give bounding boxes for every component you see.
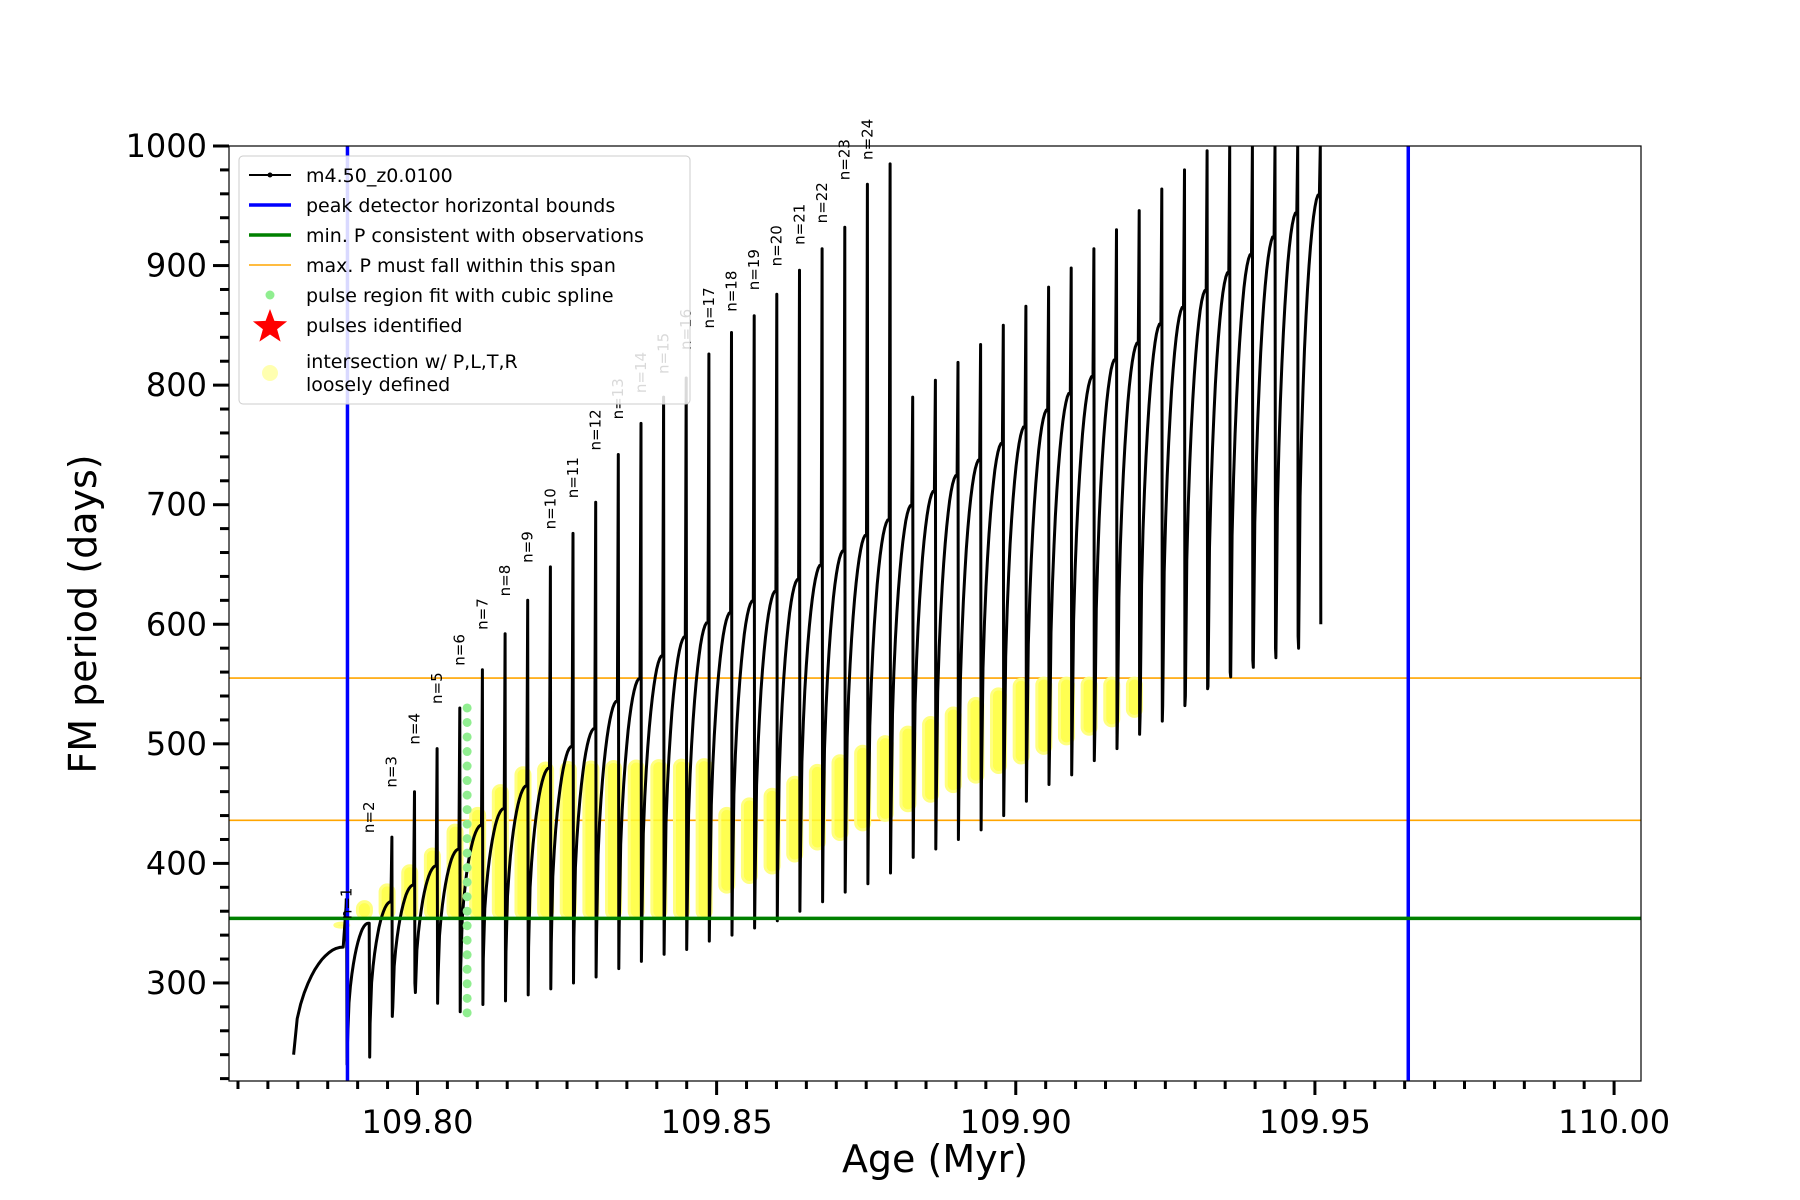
pulse-label-n1: n=1 xyxy=(337,888,355,920)
pulse-fit-point-17 xyxy=(462,776,472,786)
plot-area xyxy=(229,146,1641,1081)
legend-dot-swatch xyxy=(267,172,273,178)
pulse-fit-points xyxy=(462,703,472,1018)
legend-circle-swatch xyxy=(262,365,278,381)
pulse-fit-point-5 xyxy=(462,950,472,960)
pulse-fit-point-3 xyxy=(462,979,472,989)
series-line xyxy=(292,146,1323,1066)
pulse-fit-point-19 xyxy=(462,747,472,757)
y-tick-label-1: 300 xyxy=(146,964,207,1002)
pulse-label-n11: n=11 xyxy=(564,457,582,498)
x-tick-label-4: 109.95 xyxy=(1259,1103,1371,1141)
legend-item-6: pulses identified xyxy=(252,309,462,342)
pulse-label-n22: n=22 xyxy=(813,182,831,223)
pulse-label-n18: n=18 xyxy=(722,271,740,312)
pulse-fit-point-12 xyxy=(462,848,472,858)
pulse-fit-point-13 xyxy=(462,834,472,844)
legend-dot-swatch xyxy=(265,290,275,300)
pulse-label-n4: n=4 xyxy=(405,713,423,745)
star-icon xyxy=(252,309,288,342)
pulse-label-n6: n=6 xyxy=(451,634,469,666)
legend-item-1: m4.50_z0.0100 xyxy=(249,165,453,187)
pulse-fit-point-21 xyxy=(462,717,472,727)
y-tick-label-6: 800 xyxy=(146,366,207,404)
pulse-label-n5: n=5 xyxy=(428,672,446,704)
y-tick-label-7: 900 xyxy=(146,247,207,285)
legend-label-line2: loosely defined xyxy=(306,374,450,396)
pulse-label-n3: n=3 xyxy=(383,756,401,788)
y-tick-label-3: 500 xyxy=(146,725,207,763)
x-tick-label-3: 109.90 xyxy=(960,1103,1072,1141)
x-tick-label-1: 109.80 xyxy=(361,1103,473,1141)
series-track xyxy=(292,146,1323,1066)
pulse-label-n19: n=19 xyxy=(745,249,763,290)
pulse-fit-point-2 xyxy=(462,993,472,1003)
pulse-fit-point-6 xyxy=(462,935,472,945)
pulse-label-n23: n=23 xyxy=(836,139,854,180)
pulse-fit-point-15 xyxy=(462,805,472,815)
legend-item-3: min. P consistent with observations xyxy=(249,225,644,247)
y-tick-label-5: 700 xyxy=(146,486,207,524)
pulse-label-n9: n=9 xyxy=(519,531,537,563)
pulse-label-n12: n=12 xyxy=(587,409,605,450)
pulse-fit-point-20 xyxy=(462,732,472,742)
legend-label: peak detector horizontal bounds xyxy=(306,195,615,217)
legend-label: m4.50_z0.0100 xyxy=(306,165,453,187)
pulse-label-n17: n=17 xyxy=(700,287,718,328)
pulse-label-n21: n=21 xyxy=(790,204,808,245)
pulse-label-n24: n=24 xyxy=(858,119,876,160)
legend-box xyxy=(238,155,691,405)
pulse-label-n20: n=20 xyxy=(768,225,786,266)
legend-label: min. P consistent with observations xyxy=(306,225,644,247)
pulse-label-n8: n=8 xyxy=(496,565,514,597)
legend-item-2: peak detector horizontal bounds xyxy=(249,195,615,217)
pulse-fit-point-18 xyxy=(462,761,472,771)
axes: 109.80 109.85 109.90 109.95 110.00 300 400 500 6… xyxy=(126,127,1670,1141)
legend-label: pulse region fit with cubic spline xyxy=(306,285,614,307)
plot-frame xyxy=(228,145,1642,1082)
legend-label: max. P must fall within this span xyxy=(306,255,616,277)
legend-item-5: pulse region fit with cubic spline xyxy=(265,285,614,307)
x-tick-label-2: 109.85 xyxy=(661,1103,773,1141)
pulse-fit-point-9 xyxy=(462,892,472,902)
pulse-fit-point-1 xyxy=(462,1008,472,1018)
pulse-label-n10: n=10 xyxy=(541,488,559,529)
y-tick-label-2: 400 xyxy=(146,844,207,882)
pulse-fit-point-10 xyxy=(462,877,472,887)
clipped-plot-content xyxy=(229,146,1641,1081)
y-tick-label-4: 600 xyxy=(146,605,207,643)
pulse-fit-point-7 xyxy=(462,921,472,931)
legend-item-4: max. P must fall within this span xyxy=(249,255,616,277)
pulse-label-n2: n=2 xyxy=(360,801,378,833)
legend-label: pulses identified xyxy=(306,315,462,337)
x-axis-label: Age (Myr) xyxy=(842,1137,1028,1181)
pulse-label-n7: n=7 xyxy=(473,598,491,630)
legend-label: intersection w/ P,L,T,R xyxy=(306,351,518,373)
x-tick-label-5: 110.00 xyxy=(1558,1103,1670,1141)
pulse-fit-point-11 xyxy=(462,863,472,873)
y-tick-label-8: 1000 xyxy=(126,127,207,165)
y-axis-label: FM period (days) xyxy=(61,454,105,773)
pulse-fit-point-8 xyxy=(462,906,472,916)
pulse-fit-point-14 xyxy=(462,819,472,829)
pulse-fit-point-4 xyxy=(462,964,472,974)
intersection-region-2 xyxy=(355,900,373,920)
pulse-fit-point-16 xyxy=(462,790,472,800)
pulse-fit-point-22 xyxy=(462,703,472,713)
